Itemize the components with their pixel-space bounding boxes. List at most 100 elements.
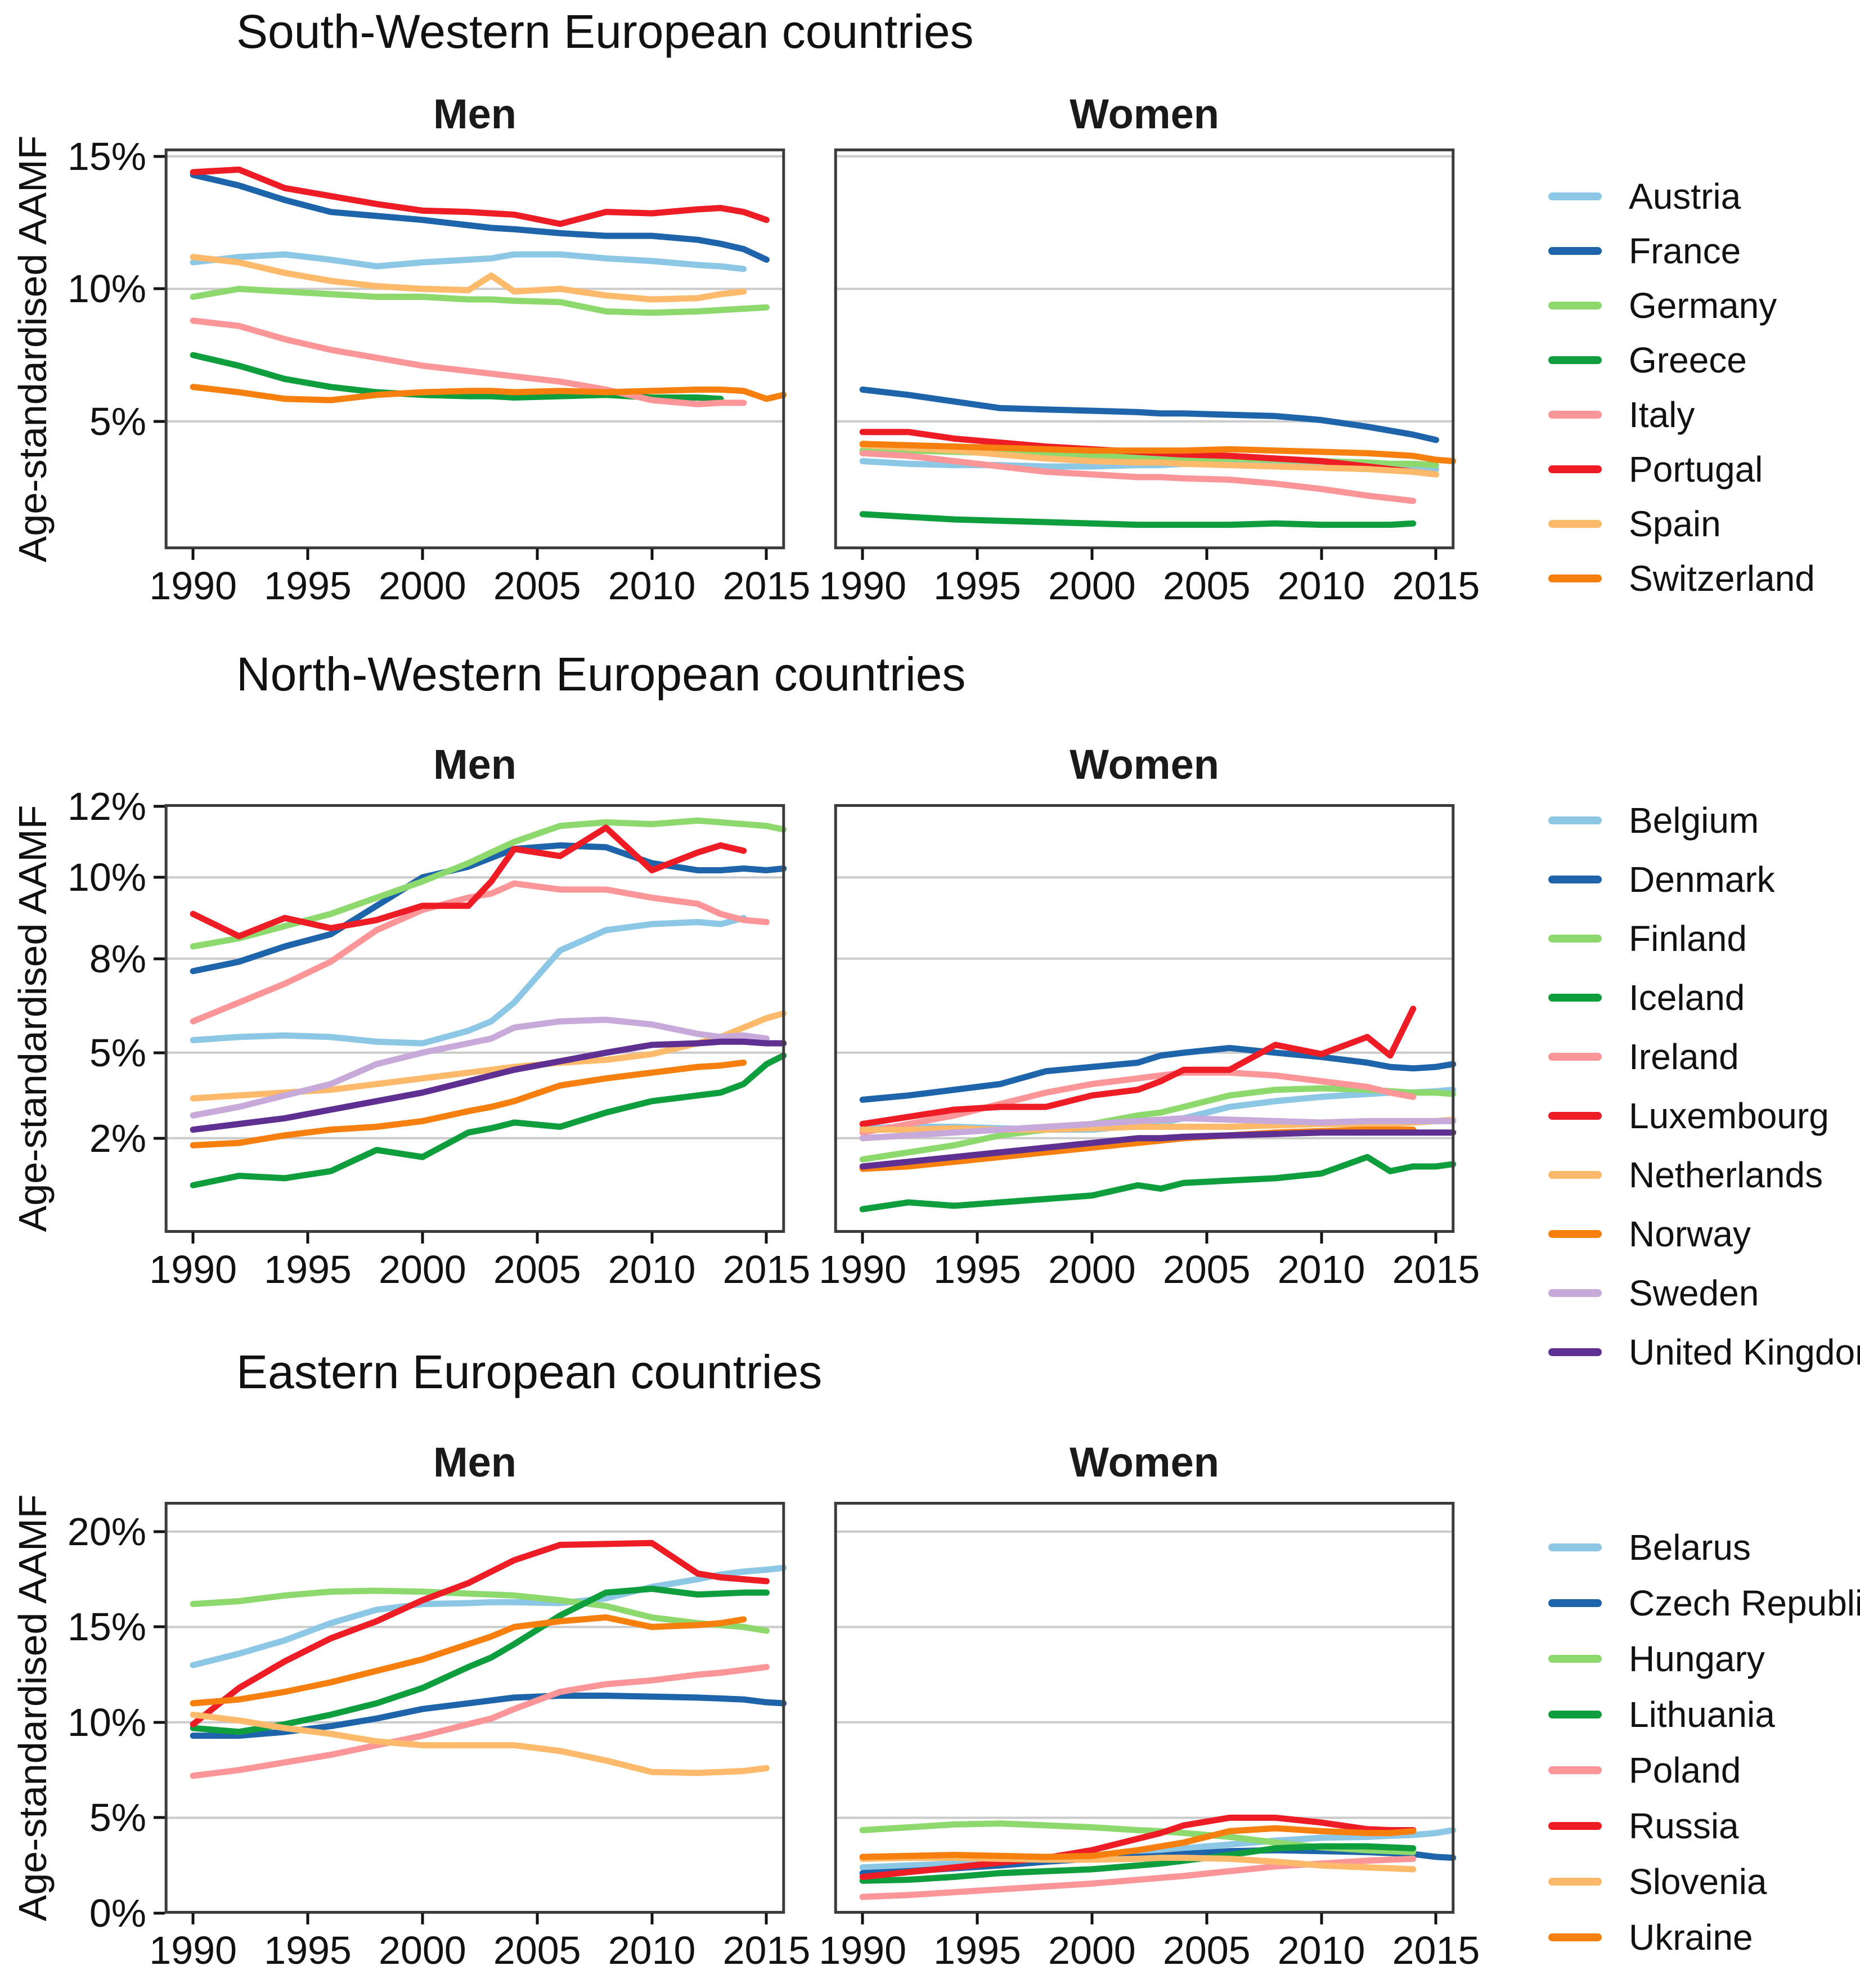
panel-border: [166, 1503, 784, 1912]
legend-swatch-pink: [1548, 1766, 1602, 1774]
legend-label: Poland: [1629, 1749, 1741, 1790]
region-title: Eastern European countries: [236, 1345, 823, 1398]
x-tick-label: 2010: [608, 1928, 696, 1972]
panel-header-women: Women: [1070, 91, 1219, 137]
legend-label: Ireland: [1629, 1036, 1739, 1077]
x-tick-label: 2015: [722, 1247, 811, 1291]
y-tick-label: 15%: [67, 1605, 146, 1649]
panel-header-women: Women: [1070, 741, 1219, 788]
x-tick-mark: [1205, 549, 1208, 560]
x-tick-label: 2010: [1277, 1247, 1365, 1291]
x-tick-mark: [1434, 1232, 1437, 1244]
y-tick-mark: [154, 805, 165, 808]
y-tick-mark: [154, 876, 165, 879]
series-line-switzerland: [193, 387, 784, 401]
panel-border: [166, 150, 784, 548]
y-tick-label: 0%: [89, 1891, 146, 1935]
legend-item: Iceland: [1548, 968, 1860, 1027]
y-tick-label: 5%: [89, 399, 146, 443]
legend-swatch-orange: [1548, 1933, 1602, 1941]
chart-panel: [165, 1502, 785, 1913]
legend-label: Russia: [1629, 1805, 1739, 1846]
panel-border: [835, 806, 1453, 1232]
legend-label: Lithuania: [1629, 1694, 1775, 1735]
chart-panel: [834, 149, 1454, 549]
legend-label: United Kingdom: [1629, 1331, 1860, 1372]
series-line-russia: [862, 1818, 1413, 1877]
x-tick-mark: [765, 1232, 768, 1244]
x-tick-mark: [191, 1232, 195, 1244]
series-line-russia: [193, 1543, 766, 1724]
x-tick-label: 2005: [493, 1928, 581, 1972]
legend-label: France: [1629, 230, 1741, 271]
legend-label: Ukraine: [1629, 1917, 1753, 1958]
series-line-norway: [193, 1063, 744, 1146]
x-tick-label: 1995: [933, 564, 1021, 608]
legend-item: Czech Republic: [1548, 1575, 1860, 1631]
x-tick-label: 2005: [1162, 564, 1251, 608]
y-tick-label: 8%: [89, 936, 146, 981]
x-tick-mark: [976, 1913, 979, 1924]
x-tick-mark: [861, 1232, 864, 1244]
x-tick-mark: [861, 549, 864, 560]
region-title: North-Western European countries: [236, 648, 966, 701]
y-tick-mark: [154, 1137, 165, 1140]
chart-panel: [834, 1502, 1454, 1913]
series-line-greece: [862, 514, 1413, 525]
series-line-united-kingdom: [862, 1133, 1453, 1166]
legend-item: Russia: [1548, 1798, 1860, 1854]
series-line-italy: [193, 321, 744, 404]
legend-label: Spain: [1629, 503, 1721, 544]
y-tick-label: 15%: [67, 134, 146, 178]
legend-swatch-light_blue: [1548, 816, 1602, 824]
legend-swatch-light_orange: [1548, 1877, 1602, 1886]
legend-item: Luxembourg: [1548, 1086, 1860, 1145]
y-tick-label: 10%: [67, 1700, 146, 1744]
y-tick-column: 15% 10% 5%: [11, 134, 146, 549]
series-line-luxembourg: [193, 828, 744, 936]
series-line-united-kingdom: [193, 1042, 784, 1129]
y-tick-label: 20%: [67, 1509, 146, 1554]
x-tick-mark: [421, 1913, 424, 1924]
x-tick-label: 1995: [933, 1928, 1021, 1972]
legend-item: Spain: [1548, 496, 1815, 551]
legend-item: Hungary: [1548, 1631, 1860, 1686]
chart-panel: [834, 805, 1454, 1232]
x-tick-mark: [1320, 1232, 1323, 1244]
x-tick-label: 2000: [379, 1247, 466, 1291]
legend-swatch-dark_blue: [1548, 246, 1602, 255]
panel-svg: [165, 1502, 785, 1913]
x-tick-mark: [306, 549, 309, 560]
series-line-sweden: [193, 1020, 766, 1115]
legend-item: Sweden: [1548, 1263, 1860, 1322]
legend-label: Hungary: [1629, 1638, 1765, 1679]
x-tick-mark: [765, 1913, 768, 1924]
legend-item: United Kingdom: [1548, 1322, 1860, 1381]
y-tick-mark: [154, 420, 165, 423]
chart-panel: [165, 149, 785, 549]
legend-swatch-dark_green: [1548, 993, 1602, 1002]
legend-label: Italy: [1629, 394, 1695, 435]
legend-label: Iceland: [1629, 977, 1745, 1018]
x-tick-label: 2010: [1277, 564, 1365, 608]
legend-item: Germany: [1548, 278, 1815, 333]
legend-swatch-light_orange: [1548, 519, 1602, 528]
legend-item: Norway: [1548, 1204, 1860, 1263]
legend-label: Belarus: [1629, 1527, 1751, 1568]
legend-swatch-light_blue: [1548, 192, 1602, 200]
legend-label: Germany: [1629, 285, 1777, 326]
x-tick-label: 1990: [819, 1928, 907, 1972]
series-line-luxembourg: [862, 1009, 1413, 1124]
panel-svg: [165, 805, 785, 1232]
legend-swatch-red: [1548, 1821, 1602, 1830]
series-line-portugal: [193, 169, 766, 224]
series-line-iceland: [193, 1056, 784, 1186]
y-tick-mark: [154, 957, 165, 961]
y-tick-label: 5%: [89, 1796, 146, 1840]
region-title: South-Western European countries: [236, 5, 974, 58]
legend-label: Luxembourg: [1629, 1095, 1829, 1136]
legend-item: Slovenia: [1548, 1854, 1860, 1909]
y-tick-mark: [154, 1051, 165, 1054]
legend-label: Slovenia: [1629, 1861, 1767, 1902]
